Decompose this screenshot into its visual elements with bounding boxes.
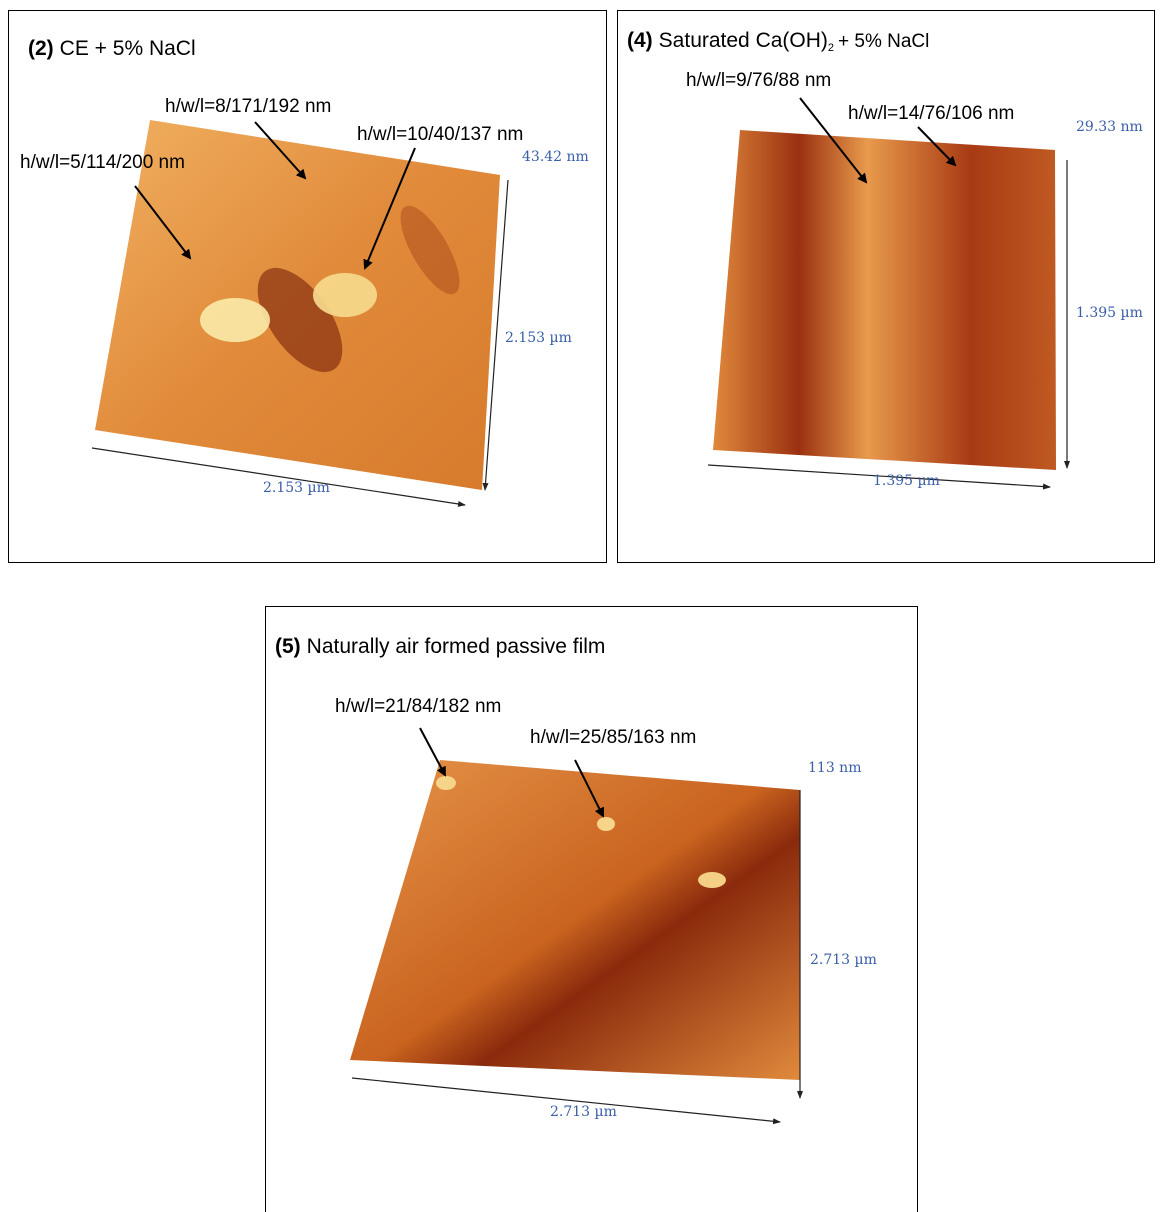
annotation: h/w/l=10/40/137 nm: [357, 124, 523, 145]
panel: (4) Saturated Ca(OH)2 + 5% NaCl h/w/l=9/76…: [627, 29, 1143, 489]
panel-title: CE + 5% NaCl: [60, 37, 196, 60]
y-scale: 2.713 µm: [810, 952, 877, 968]
annotation: h/w/l=9/76/88 nm: [686, 70, 831, 91]
bright-spot: [313, 273, 377, 317]
z-scale: 43.42 nm: [522, 149, 589, 165]
panel: (2) CE + 5% NaCl h/w/l=8/171/192 nm h/w/l…: [20, 37, 589, 505]
panel-number: (2): [28, 37, 54, 60]
annotation: h/w/l=21/84/182 nm: [335, 696, 501, 717]
panel-label: (5) Naturally air formed passive film: [275, 635, 605, 658]
subscript: 2: [828, 42, 834, 54]
annotation: h/w/l=25/85/163 nm: [530, 727, 696, 748]
arrow: [420, 728, 445, 775]
bright-spot: [698, 872, 726, 888]
panel-number: (4): [627, 29, 653, 52]
annotation: h/w/l=5/114/200 nm: [20, 152, 185, 173]
bright-spot: [436, 776, 456, 790]
z-scale: 29.33 nm: [1076, 119, 1143, 135]
x-scale: 2.713 µm: [550, 1104, 617, 1120]
panel: (5) Naturally air formed passive film h/w…: [275, 635, 877, 1122]
y-scale: 1.395 µm: [1076, 305, 1143, 321]
panel-title-suffix: + 5% NaCl: [838, 31, 929, 52]
afm-surface: [713, 130, 1056, 470]
x-scale: 2.153 µm: [263, 480, 330, 496]
bright-spot: [200, 298, 270, 342]
figure: (2) CE + 5% NaCl h/w/l=8/171/192 nm h/w/l…: [0, 0, 1160, 1212]
panel-label: (2) CE + 5% NaCl: [28, 37, 196, 60]
panel-label: (4) Saturated Ca(OH)2 + 5% NaCl: [627, 29, 929, 54]
afm-surface: [350, 760, 800, 1080]
page: (2) CE + 5% NaCl h/w/l=8/171/192 nm h/w/l…: [0, 0, 1160, 1212]
panel-title: Saturated Ca(OH): [659, 29, 828, 52]
bright-spot: [597, 817, 615, 831]
x-scale: 1.395 µm: [873, 473, 940, 489]
y-scale: 2.153 µm: [505, 330, 572, 346]
annotation: h/w/l=14/76/106 nm: [848, 103, 1014, 124]
z-scale: 113 nm: [808, 760, 861, 776]
annotation: h/w/l=8/171/192 nm: [165, 96, 331, 117]
panel-title: Naturally air formed passive film: [307, 635, 606, 658]
panel-number: (5): [275, 635, 301, 658]
